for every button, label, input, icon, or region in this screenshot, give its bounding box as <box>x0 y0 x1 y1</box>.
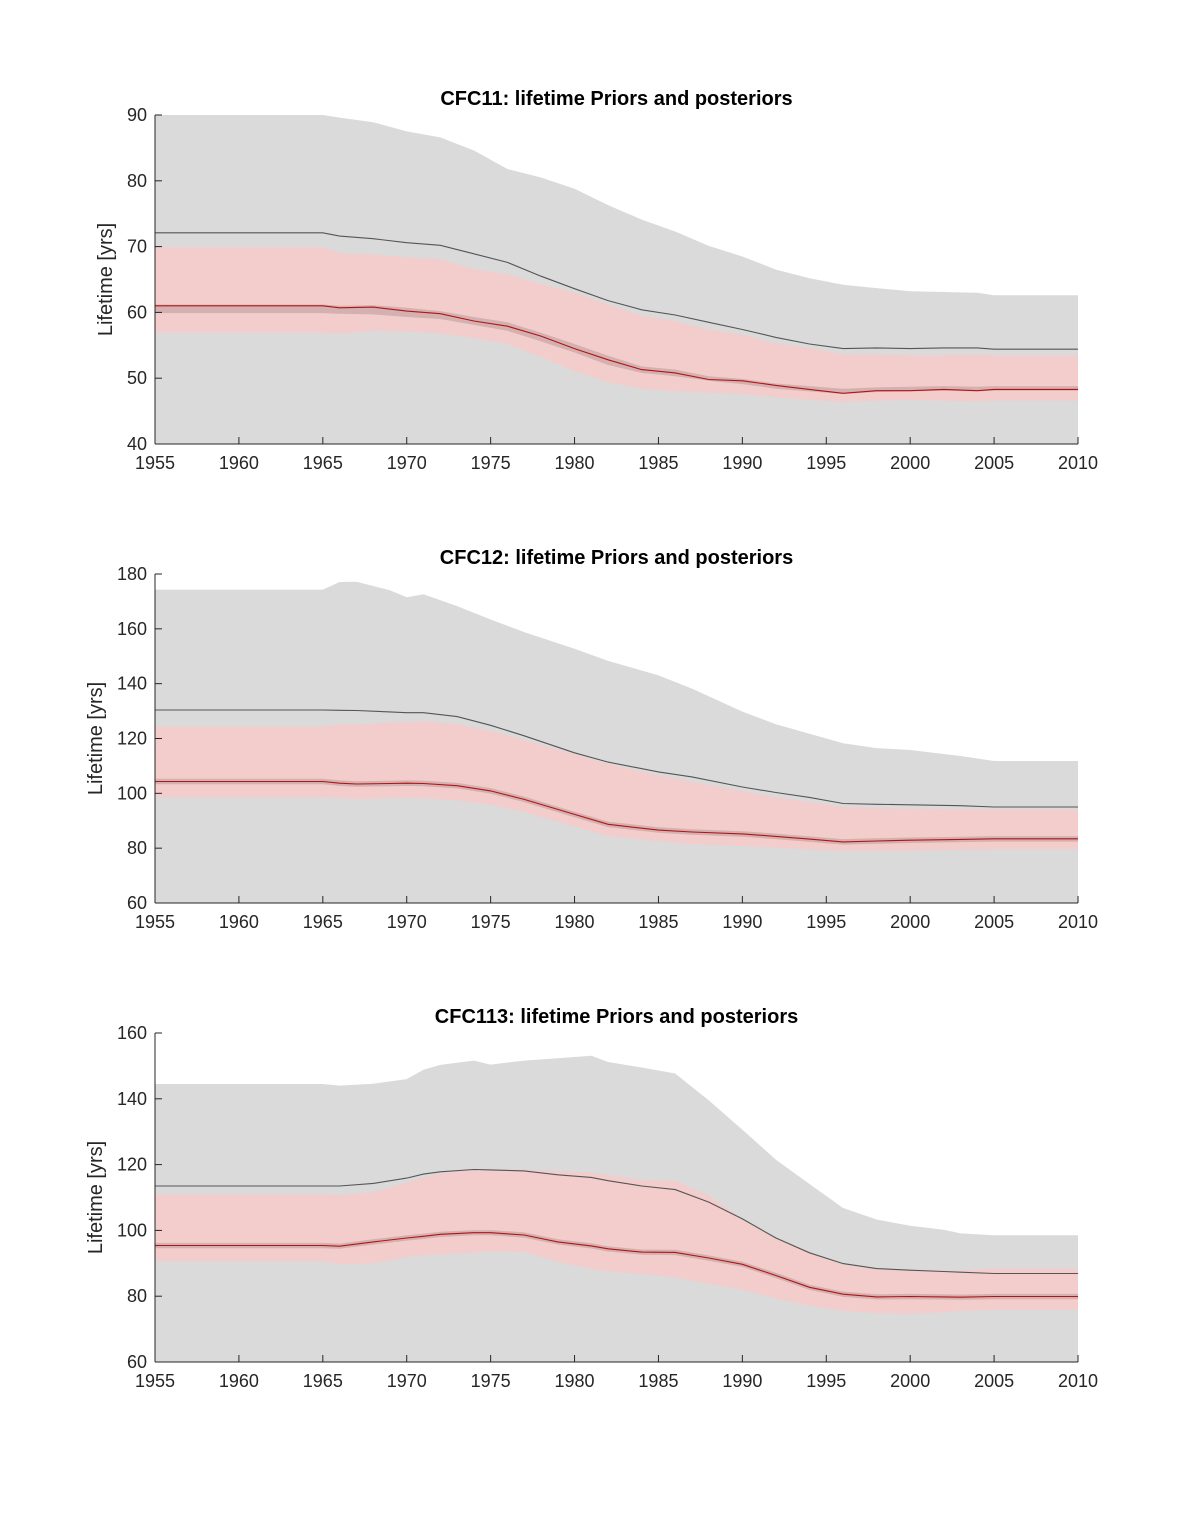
y-tick-label: 60 <box>127 1352 147 1372</box>
x-tick-label: 1980 <box>555 912 595 932</box>
x-tick-label: 1990 <box>722 912 762 932</box>
x-tick-label: 2000 <box>890 912 930 932</box>
chart-panel-1: 1955 1960 1965 1970 1975 1980 1985 1990 1995 2000… <box>95 88 1098 473</box>
x-tick-label: 1985 <box>638 453 678 473</box>
prior-mean-line <box>155 709 1078 808</box>
y-tick-label: 80 <box>127 171 147 191</box>
y-tick-label: 140 <box>117 674 147 694</box>
posterior-range-inner-band <box>155 778 1078 845</box>
x-tick-label: 1995 <box>806 1371 846 1391</box>
chart-title: CFC113: lifetime Priors and posteriors <box>435 1006 798 1028</box>
x-tick-label: 1960 <box>219 1371 259 1391</box>
x-tick-label: 1975 <box>471 912 511 932</box>
x-tick-label: 1980 <box>555 453 595 473</box>
x-tick-label: 1995 <box>806 453 846 473</box>
y-tick-label: 100 <box>117 1220 147 1240</box>
x-tick-label: 2005 <box>974 453 1014 473</box>
posterior-mean-line <box>155 305 1078 394</box>
x-tick-label: 2000 <box>890 1371 930 1391</box>
posterior-mean-line <box>155 780 1078 843</box>
y-tick-label: 60 <box>127 893 147 913</box>
x-tick-label: 1985 <box>638 1371 678 1391</box>
x-tick-label: 1960 <box>219 912 259 932</box>
y-tick-label: 120 <box>117 1155 147 1175</box>
x-tick-label: 1965 <box>303 912 343 932</box>
x-tick-label: 2005 <box>974 1371 1014 1391</box>
x-tick-label: 1995 <box>806 912 846 932</box>
x-tick-label: 2005 <box>974 912 1014 932</box>
y-axis-label: Lifetime [yrs] <box>85 682 107 795</box>
y-tick-label: 180 <box>117 564 147 584</box>
y-tick-label: 160 <box>117 1023 147 1043</box>
y-tick-label: 100 <box>117 783 147 803</box>
posterior-range-outer-band <box>155 721 1078 851</box>
y-tick-label: 140 <box>117 1089 147 1109</box>
x-tick-label: 1970 <box>387 912 427 932</box>
y-tick-label: 80 <box>127 1286 147 1306</box>
posterior-range-outer-band <box>155 1169 1078 1314</box>
y-tick-label: 120 <box>117 729 147 749</box>
x-tick-label: 1990 <box>722 453 762 473</box>
x-tick-label: 1970 <box>387 453 427 473</box>
y-tick-label: 70 <box>127 237 147 257</box>
x-tick-label: 1980 <box>555 1371 595 1391</box>
chart-panel-2: 1955 1960 1965 1970 1975 1980 1985 1990 1995 2000… <box>85 547 1098 932</box>
y-tick-label: 90 <box>127 105 147 125</box>
chart-panel-3: 1955 1960 1965 1970 1975 1980 1985 1990 1995 2000… <box>85 1006 1098 1391</box>
x-tick-label: 2000 <box>890 453 930 473</box>
x-tick-label: 1975 <box>471 1371 511 1391</box>
x-tick-label: 2010 <box>1058 1371 1098 1391</box>
posterior-mean-line <box>155 1232 1078 1298</box>
y-axis-label: Lifetime [yrs] <box>95 223 117 336</box>
x-tick-label: 1965 <box>303 1371 343 1391</box>
chart-title: CFC12: lifetime Priors and posteriors <box>440 547 793 569</box>
y-tick-label: 60 <box>127 302 147 322</box>
prior-mean-line <box>155 1168 1078 1275</box>
x-tick-label: 1970 <box>387 1371 427 1391</box>
y-axis-label: Lifetime [yrs] <box>85 1141 107 1254</box>
x-tick-label: 1955 <box>135 1371 175 1391</box>
x-tick-label: 1990 <box>722 1371 762 1391</box>
posterior-range-outer-band <box>155 247 1078 402</box>
x-tick-label: 1955 <box>135 453 175 473</box>
y-tick-label: 40 <box>127 434 147 454</box>
x-tick-label: 1965 <box>303 453 343 473</box>
y-tick-label: 50 <box>127 368 147 388</box>
y-tick-label: 80 <box>127 838 147 858</box>
prior-mean-line <box>155 232 1078 350</box>
x-tick-label: 2010 <box>1058 912 1098 932</box>
y-tick-label: 160 <box>117 619 147 639</box>
chart-title: CFC11: lifetime Priors and posteriors <box>440 88 792 110</box>
x-tick-label: 2010 <box>1058 453 1098 473</box>
x-tick-label: 1975 <box>471 453 511 473</box>
x-tick-label: 1985 <box>638 912 678 932</box>
x-tick-label: 1955 <box>135 912 175 932</box>
x-tick-label: 1960 <box>219 453 259 473</box>
